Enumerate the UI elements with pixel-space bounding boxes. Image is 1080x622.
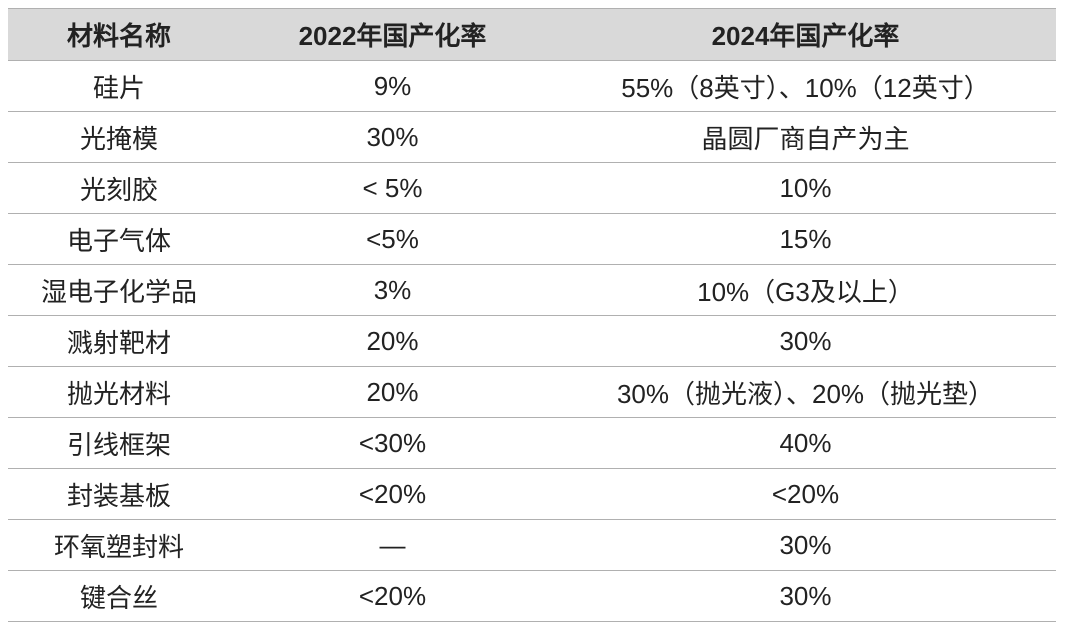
table-cell: 光掩模: [8, 111, 230, 163]
table-cell: 环氧塑封料: [8, 519, 230, 571]
table-cell: 9%: [230, 60, 555, 112]
table-row: 抛光材料 20% 30%（抛光液）、20%（抛光垫）: [8, 366, 1056, 418]
table-cell: 封装基板: [8, 468, 230, 520]
table-row: 硅片 9% 55%（8英寸）、10%（12英寸）: [8, 60, 1056, 112]
table-row: 环氧塑封料 —30%: [8, 519, 1056, 571]
table-cell: 抛光材料: [8, 366, 230, 418]
table-cell: <5%: [230, 213, 555, 265]
table-cell: —: [230, 519, 555, 571]
table-cell: 30%（抛光液）、20%（抛光垫）: [555, 366, 1056, 418]
table-cell: 30%: [555, 519, 1056, 571]
table-cell: 30%: [555, 570, 1056, 622]
table-cell: <20%: [230, 468, 555, 520]
table-cell: 30%: [230, 111, 555, 163]
table-row: 引线框架 <30% 40%: [8, 417, 1056, 469]
table-cell: < 5%: [230, 162, 555, 214]
table-cell: 湿电子化学品: [8, 264, 230, 316]
table-cell: <30%: [230, 417, 555, 469]
header-cell: 2022年国产化率: [230, 8, 555, 61]
table-cell: 光刻胶: [8, 162, 230, 214]
table-row: 湿电子化学品 3% 10%（G3及以上）: [8, 264, 1056, 316]
table-cell: 20%: [230, 366, 555, 418]
table-container: 材料名称 2022年国产化率 2024年国产化率 硅片 9% 55%（8英寸）、10%（…: [8, 8, 1056, 622]
table-cell: 3%: [230, 264, 555, 316]
table-cell: 15%: [555, 213, 1056, 265]
table-cell: 硅片: [8, 60, 230, 112]
table-row: 溅射靶材 20% 30%: [8, 315, 1056, 367]
table-row: 光刻胶 < 5% 10%: [8, 162, 1056, 214]
table-cell: 晶圆厂商自产为主: [555, 111, 1056, 163]
table-cell: <20%: [230, 570, 555, 622]
table-row: 电子气体 <5% 15%: [8, 213, 1056, 265]
table-cell: <20%: [555, 468, 1056, 520]
table-cell: 10%: [555, 162, 1056, 214]
table-row: 封装基板 <20% <20%: [8, 468, 1056, 520]
header-row: 材料名称 2022年国产化率 2024年国产化率: [8, 8, 1056, 61]
header-cell: 2024年国产化率: [555, 8, 1056, 61]
table-cell: 55%（8英寸）、10%（12英寸）: [555, 60, 1056, 112]
table-cell: 键合丝: [8, 570, 230, 622]
table-cell: 电子气体: [8, 213, 230, 265]
table-row: 键合丝 <20% 30%: [8, 570, 1056, 622]
table-cell: 20%: [230, 315, 555, 367]
header-cell: 材料名称: [8, 8, 230, 61]
table-cell: 30%: [555, 315, 1056, 367]
table-cell: 溅射靶材: [8, 315, 230, 367]
table-row: 光掩模 30% 晶圆厂商自产为主: [8, 111, 1056, 163]
table-cell: 引线框架: [8, 417, 230, 469]
data-table: 材料名称 2022年国产化率 2024年国产化率 硅片 9% 55%（8英寸）、10%（…: [8, 8, 1056, 622]
table-cell: 10%（G3及以上）: [555, 264, 1056, 316]
table-cell: 40%: [555, 417, 1056, 469]
